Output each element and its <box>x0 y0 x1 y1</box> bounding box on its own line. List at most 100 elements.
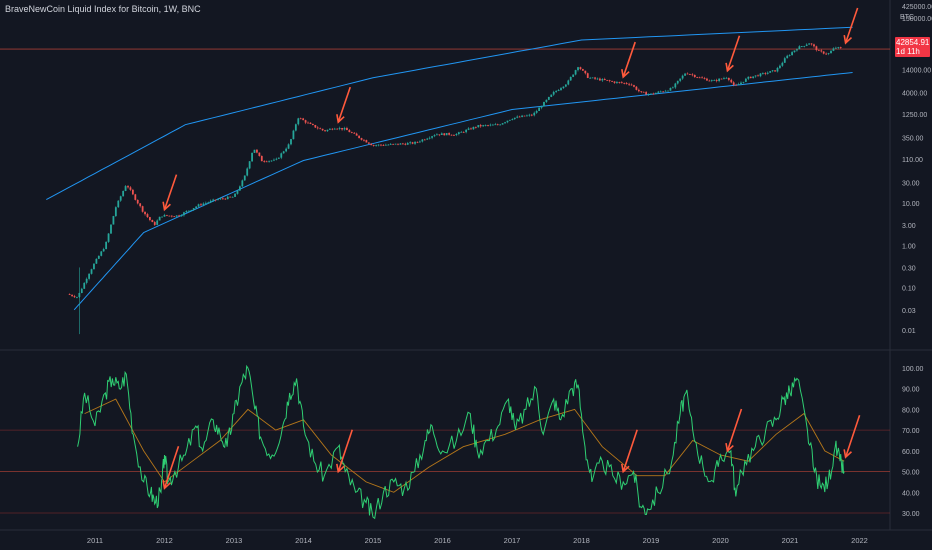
candle <box>679 78 682 83</box>
candle-body <box>426 138 429 140</box>
candle-body <box>832 48 835 51</box>
candle <box>73 294 76 299</box>
candle-body <box>825 53 828 55</box>
candle-body <box>625 83 628 84</box>
candle-body <box>285 148 288 152</box>
price-tick-label: 1250.00 <box>902 112 927 119</box>
candle-body <box>436 134 438 136</box>
candle-body <box>674 83 677 88</box>
candle-body <box>596 78 599 80</box>
candle <box>363 139 365 142</box>
candle-body <box>494 124 497 126</box>
candle <box>465 128 468 134</box>
candle-body <box>341 127 343 130</box>
candle <box>830 49 832 54</box>
arrow-head <box>162 201 171 212</box>
candle-body <box>139 203 142 207</box>
candle-body <box>545 99 548 102</box>
candle <box>83 282 86 290</box>
candle-body <box>560 88 562 90</box>
candle <box>358 135 360 139</box>
candle <box>280 152 283 160</box>
candle <box>518 115 521 118</box>
candle <box>618 81 621 84</box>
candle-body <box>367 142 370 144</box>
candle <box>457 131 460 136</box>
candle <box>594 76 596 80</box>
candle-body <box>623 82 626 84</box>
price-tick-label: 10.00 <box>902 201 920 208</box>
candle <box>80 287 83 294</box>
candle-body <box>701 77 703 79</box>
price-tick-label: 150000.00 <box>902 16 932 23</box>
candle-body <box>85 278 88 283</box>
price-tick-label: 4000.00 <box>902 91 927 98</box>
arrow-shaft <box>844 414 861 458</box>
candle-body <box>146 214 149 218</box>
candle <box>214 199 217 202</box>
candle-body <box>251 152 253 162</box>
candle-body <box>671 87 674 89</box>
candle-body <box>241 180 244 187</box>
candle-body <box>389 143 392 145</box>
candle-body <box>698 77 701 79</box>
candle <box>180 214 183 217</box>
candle-body <box>594 77 596 79</box>
candle <box>808 43 811 45</box>
candle-body <box>365 140 368 143</box>
candle-body <box>212 199 215 201</box>
candle <box>482 124 485 127</box>
candle-body <box>440 133 443 135</box>
candle-body <box>290 139 292 145</box>
candle-body <box>766 72 769 74</box>
candle-body <box>173 216 176 218</box>
candle-body <box>224 198 227 200</box>
candle <box>523 115 526 117</box>
candle-body <box>472 126 475 130</box>
candle-body <box>394 143 397 145</box>
candle <box>810 43 813 46</box>
candle <box>706 77 708 81</box>
candle-body <box>715 80 718 82</box>
candle <box>766 71 769 75</box>
candle <box>696 76 699 79</box>
candle <box>282 150 285 154</box>
candle <box>421 139 424 143</box>
candle-body <box>822 51 825 54</box>
candle-body <box>793 50 796 53</box>
candle-body <box>744 78 747 82</box>
candle <box>737 82 740 86</box>
candle <box>637 88 640 93</box>
candle-body <box>156 220 159 225</box>
candle <box>496 123 499 126</box>
candle <box>749 76 752 79</box>
candle-body <box>197 204 200 207</box>
candle-body <box>192 208 195 210</box>
candle-body <box>187 210 190 212</box>
candle <box>445 133 448 136</box>
candle-body <box>606 79 609 81</box>
candle-body <box>635 86 638 90</box>
candle <box>779 64 781 70</box>
candle <box>664 89 667 92</box>
candle-body <box>501 123 504 125</box>
candle-body <box>696 77 699 78</box>
candle-body <box>68 294 71 295</box>
candle <box>190 209 193 211</box>
candle-body <box>538 107 541 111</box>
candle <box>528 113 531 117</box>
candle <box>620 81 623 84</box>
candle-body <box>243 175 246 181</box>
candle-body <box>183 212 185 216</box>
candle-body <box>316 127 319 129</box>
candle <box>800 45 803 48</box>
candle-body <box>304 120 307 123</box>
candle <box>290 138 292 146</box>
candle <box>674 82 677 89</box>
candle <box>119 195 122 202</box>
candle-body <box>511 119 514 120</box>
candle <box>747 76 750 81</box>
candle <box>197 203 200 208</box>
candle <box>71 294 73 297</box>
